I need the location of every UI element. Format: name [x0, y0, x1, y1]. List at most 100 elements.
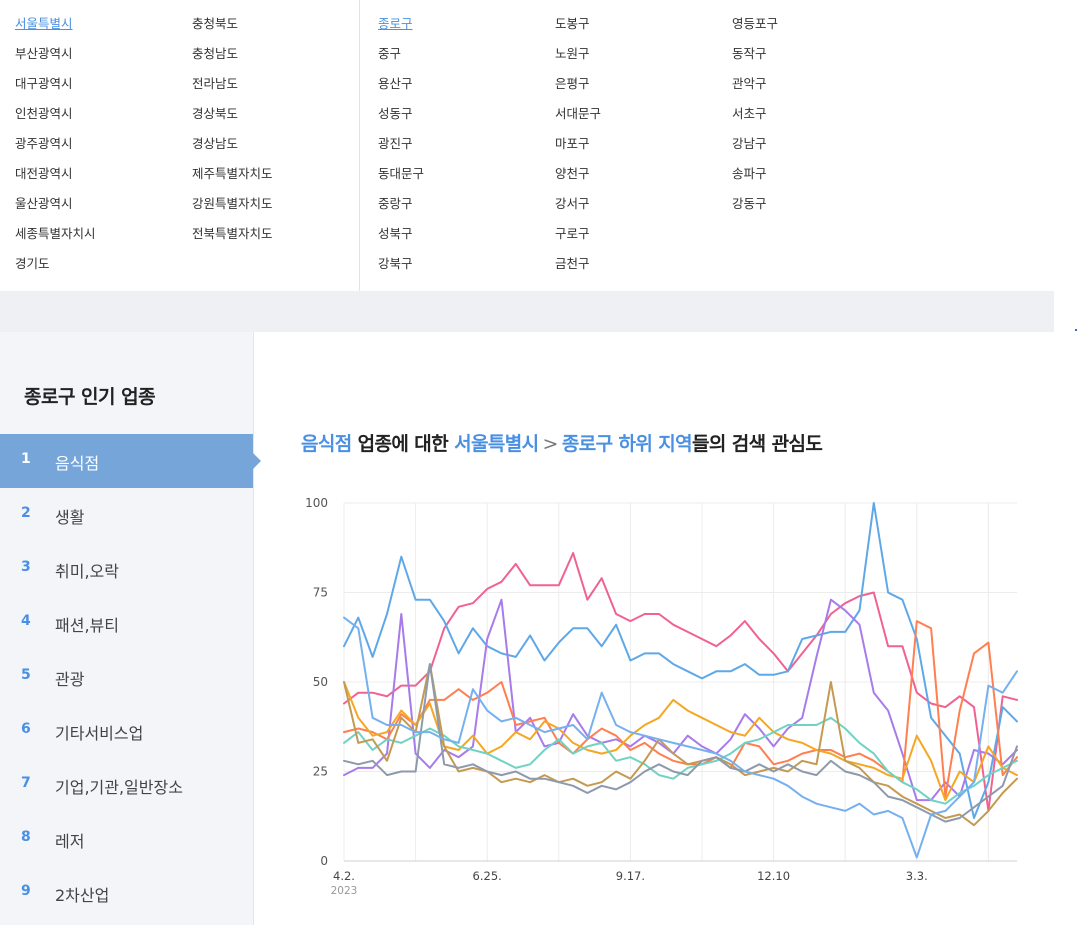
series-line-8[interactable]: [343, 663, 1018, 823]
district-link[interactable]: 영등포구: [732, 16, 779, 31]
province-link[interactable]: 강원특별자치도: [192, 196, 273, 211]
province-link[interactable]: 전북특별자치도: [192, 226, 273, 241]
category-rank-item[interactable]: 9 2차산업: [0, 866, 253, 920]
district-link[interactable]: 종로구: [378, 16, 413, 31]
district-link[interactable]: 은평구: [555, 76, 590, 91]
heading-region-link[interactable]: 서울특별시: [454, 433, 539, 455]
category-rank-list: 1 음식점 2 생활 3 취미,오락 4 패션,뷰티 5 관광 6 기타서비스업 7 기업,기관,일반장소…: [0, 434, 261, 920]
district-link[interactable]: 서대문구: [555, 106, 602, 121]
series-line-9[interactable]: [343, 616, 1018, 859]
district-link[interactable]: 동대문구: [378, 166, 425, 181]
province-link[interactable]: 서울특별시: [15, 16, 73, 31]
category-rank-item[interactable]: 5 관광: [0, 650, 253, 704]
rank-number: 1: [21, 451, 31, 467]
x-tick-label: 12.10: [757, 869, 790, 883]
district-link[interactable]: 중구: [378, 46, 402, 61]
district-link[interactable]: 도봉구: [555, 16, 590, 31]
rank-number: 4: [21, 613, 31, 629]
province-link[interactable]: 제주특별자치도: [192, 166, 273, 181]
district-link[interactable]: 양천구: [555, 166, 590, 181]
rank-number: 3: [21, 559, 31, 575]
province-link[interactable]: 경상남도: [192, 136, 239, 151]
district-link[interactable]: 서초구: [732, 106, 767, 121]
series-line-2[interactable]: [343, 502, 1018, 819]
heading-category: 음식점: [301, 433, 352, 455]
category-label: 2차산업: [55, 886, 110, 905]
category-rank-item[interactable]: 6 기타서비스업: [0, 704, 253, 758]
district-link[interactable]: 강서구: [555, 196, 590, 211]
popular-category-sidebar: 종로구 인기 업종 1 음식점 2 생활 3 취미,오락 4 패션,뷰티 5 관광 6 기타서비스업 7…: [0, 332, 261, 925]
district-link[interactable]: 성동구: [378, 106, 413, 121]
x-tick-label: 3.3.: [906, 869, 928, 883]
province-link[interactable]: 대구광역시: [15, 76, 73, 91]
district-link[interactable]: 강북구: [378, 256, 413, 271]
category-label: 패션,뷰티: [55, 616, 119, 635]
category-rank-item[interactable]: 2 생활: [0, 488, 253, 542]
x-tick-label: 4.2.: [333, 869, 355, 883]
district-link[interactable]: 중랑구: [378, 196, 413, 211]
series-line-6[interactable]: [343, 716, 1018, 805]
category-rank-item[interactable]: 1 음식점: [0, 434, 261, 488]
series-line-4[interactable]: [343, 620, 1018, 798]
y-tick-label: 100: [305, 496, 328, 510]
district-link[interactable]: 노원구: [555, 46, 590, 61]
rank-number: 8: [21, 829, 31, 845]
category-label: 관광: [55, 670, 85, 689]
category-label: 기타서비스업: [55, 724, 144, 743]
district-link[interactable]: 구로구: [555, 226, 590, 241]
district-link[interactable]: 동작구: [732, 46, 767, 61]
category-label: 음식점: [55, 454, 100, 473]
province-link[interactable]: 광주광역시: [15, 136, 73, 151]
sidebar-title: 종로구 인기 업종: [24, 386, 156, 408]
category-rank-item[interactable]: 4 패션,뷰티: [0, 596, 253, 650]
chart-heading: 음식점 업종에 대한 서울특별시 > 종로구 하위 지역들의 검색 관심도: [301, 429, 823, 456]
district-link[interactable]: 금천구: [555, 256, 590, 271]
district-link[interactable]: 관악구: [732, 76, 767, 91]
category-rank-item[interactable]: 8 레저: [0, 812, 253, 866]
heading-subregion: 종로구 하위 지역: [561, 433, 693, 455]
district-link[interactable]: 송파구: [732, 166, 767, 181]
rank-number: 7: [21, 775, 31, 791]
district-link[interactable]: 용산구: [378, 76, 413, 91]
series-line-5[interactable]: [343, 681, 1018, 802]
province-link[interactable]: 경상북도: [192, 106, 239, 121]
category-label: 기업,기관,일반장소: [55, 778, 183, 797]
province-link[interactable]: 충청북도: [192, 16, 239, 31]
rank-number: 5: [21, 667, 31, 683]
district-link[interactable]: 광진구: [378, 136, 413, 151]
category-rank-item[interactable]: 3 취미,오락: [0, 542, 253, 596]
heading-text-2: 들의 검색 관심도: [692, 433, 823, 455]
province-link[interactable]: 부산광역시: [15, 46, 73, 61]
x-tick-label: 6.25.: [473, 869, 502, 883]
series-line-1[interactable]: [343, 552, 1018, 812]
province-link[interactable]: 충청남도: [192, 46, 239, 61]
province-link[interactable]: 인천광역시: [15, 106, 73, 121]
region-divider: [359, 0, 360, 291]
y-tick-label: 0: [320, 854, 328, 868]
heading-text-1: 업종에 대한: [351, 433, 455, 455]
district-link[interactable]: 성북구: [378, 226, 413, 241]
section-separator: [0, 291, 1054, 332]
rank-number: 6: [21, 721, 31, 737]
category-label: 취미,오락: [55, 562, 119, 581]
category-rank-item[interactable]: 7 기업,기관,일반장소: [0, 758, 253, 812]
province-link[interactable]: 대전광역시: [15, 166, 73, 181]
x-tick-label: 9.17.: [616, 869, 645, 883]
y-tick-label: 75: [313, 586, 328, 600]
chevron-right-icon: >: [542, 433, 559, 455]
district-link[interactable]: 강남구: [732, 136, 767, 151]
province-link[interactable]: 울산광역시: [15, 196, 73, 211]
y-tick-label: 50: [313, 675, 328, 689]
province-link[interactable]: 경기도: [15, 256, 50, 271]
edge-marker: [1075, 329, 1077, 331]
category-label: 레저: [55, 832, 85, 851]
district-link[interactable]: 강동구: [732, 196, 767, 211]
province-link[interactable]: 세종특별자치시: [15, 226, 96, 241]
province-link[interactable]: 전라남도: [192, 76, 239, 91]
district-link[interactable]: 마포구: [555, 136, 590, 151]
